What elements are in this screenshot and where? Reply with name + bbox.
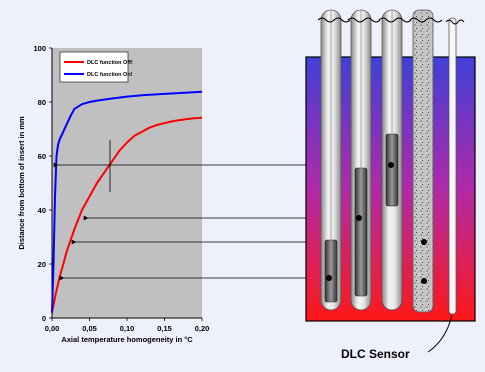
probe-1-dot (326, 275, 332, 281)
x-tick-label: 0,05 (82, 324, 97, 333)
y-tick-label: 60 (38, 152, 46, 161)
x-tick-label: 0,15 (157, 324, 172, 333)
insert-tube-1 (320, 9, 342, 311)
probe-1 (324, 239, 338, 303)
x-axis-ticks: 0,00 0,05 0,10 0,15 0,20 (45, 318, 210, 333)
series-layer (51, 90, 203, 313)
legend-label-off: DLC function Off! (87, 60, 133, 66)
y-axis-title: Distance from bottom of insert in mm (17, 116, 26, 250)
y-tick-label: 40 (38, 206, 46, 215)
probe-4-dot-upper (421, 239, 427, 245)
chart: 0 20 40 60 80 100 0,00 0,05 0,10 0,15 0,20 Distan… (17, 44, 209, 344)
probe-2 (354, 167, 368, 297)
probe-3-dot (388, 162, 394, 168)
probe-3 (385, 133, 399, 207)
series-line-dlc-off (51, 116, 203, 313)
y-tick-label: 100 (33, 44, 46, 53)
dlc-sensor-label: DLC Sensor (341, 347, 410, 361)
plot-area (52, 48, 202, 318)
heating-block-diagram: DLC Sensor (305, 9, 476, 361)
x-tick-label: 0,00 (45, 324, 60, 333)
dlc-sensor-rod (448, 17, 457, 315)
x-tick-label: 0,10 (120, 324, 135, 333)
insert-tube-4-filled (412, 9, 434, 313)
insert-tube-3 (381, 9, 403, 311)
insert-tube-2 (350, 9, 372, 311)
x-tick-label: 0,20 (195, 324, 210, 333)
legend-label-on: DLC function On! (87, 72, 133, 78)
y-tick-label: 80 (38, 98, 46, 107)
series-line-dlc-on (51, 90, 203, 313)
y-tick-label: 20 (38, 260, 46, 269)
probe-4-dot-lower (421, 278, 427, 284)
sensor-callout-line (427, 314, 453, 353)
legend: DLC function Off! DLC function On! (59, 51, 133, 83)
break-marks (317, 17, 465, 25)
y-tick-label: 0 (42, 314, 46, 323)
y-axis-ticks: 0 20 40 60 80 100 (33, 44, 52, 323)
x-axis-title: Axial temperature homogeneity in °C (61, 335, 193, 344)
probe-2-dot (356, 215, 362, 221)
legend-box (59, 51, 129, 83)
